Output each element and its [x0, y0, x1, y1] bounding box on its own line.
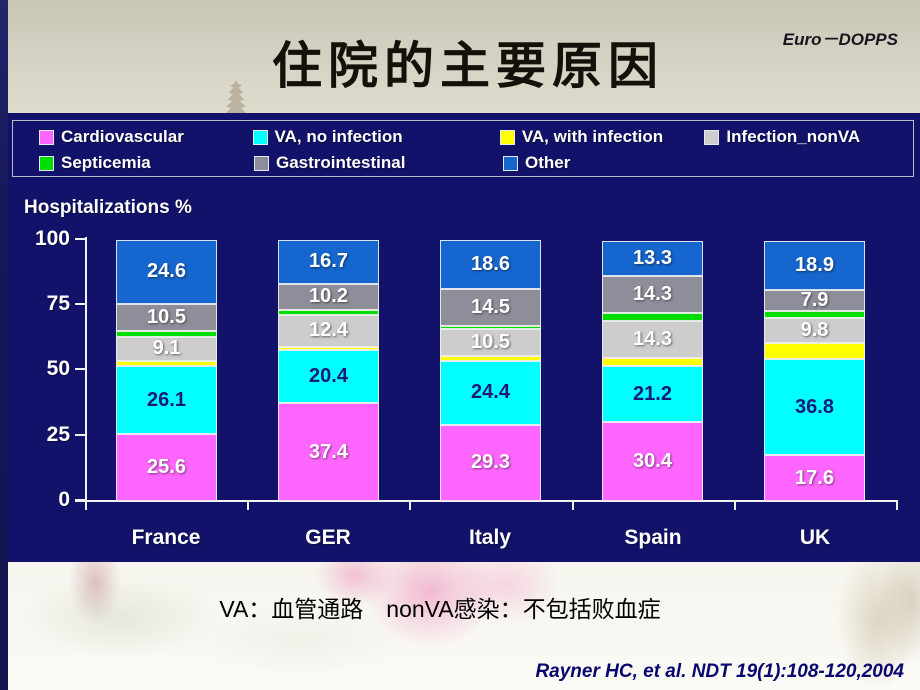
- bar-value-label: 14.5: [471, 296, 510, 318]
- bar-value-label: 7.9: [800, 289, 829, 312]
- x-axis-label: France: [131, 526, 201, 549]
- bar-value-label: 30.4: [633, 449, 672, 472]
- bar-segment: 14.3: [602, 320, 703, 358]
- bar-segment: 21.2: [602, 366, 703, 422]
- x-tick: [896, 502, 898, 510]
- x-tick: [572, 502, 574, 510]
- bar-segment: 24.6: [116, 239, 217, 304]
- bar-segment: 9.1: [116, 337, 217, 361]
- bar-segment: 10.5: [440, 329, 541, 357]
- bar-segment: 20.4: [278, 350, 379, 404]
- bar-segment: 10.5: [116, 303, 217, 332]
- y-axis-line: [85, 237, 87, 504]
- corner-tag: Euro－DOPPS: [782, 30, 898, 49]
- bar-segment: 24.4: [440, 360, 541, 425]
- bar-value-label: 13.3: [633, 246, 672, 269]
- bar-value-label: 29.3: [471, 451, 510, 474]
- bar-value-label: 14.3: [633, 282, 672, 305]
- bar-segment: [278, 310, 379, 315]
- bar-value-label: 14.3: [633, 327, 672, 350]
- bar-segment: 25.6: [116, 434, 217, 501]
- bar-segment: 18.6: [440, 240, 541, 289]
- bar-segment: 30.4: [602, 421, 703, 501]
- bar-value-label: 26.1: [147, 388, 186, 411]
- bar-segment: [116, 331, 217, 338]
- bar-france: 25.6 26.1 9.1 10.5 24.6: [116, 239, 217, 501]
- bar-segment: [602, 357, 703, 367]
- left-border-strip: [0, 0, 8, 690]
- bar-value-label: 24.6: [147, 260, 186, 283]
- bar-segment: 14.3: [602, 275, 703, 313]
- y-tick: [75, 368, 85, 370]
- bar-segment: 16.7: [278, 240, 379, 284]
- bar-value-label: 21.2: [633, 382, 672, 405]
- y-tick: [75, 434, 85, 436]
- chart-panel: Cardiovascular VA, no infection VA, with i…: [8, 113, 920, 562]
- y-tick: [75, 499, 85, 501]
- bar-value-label: 10.5: [471, 331, 510, 354]
- citation: Rayner HC, et al. NDT 19(1):108-120,2004: [535, 661, 904, 682]
- y-tick: [75, 303, 85, 305]
- bar-value-label: 24.4: [471, 381, 510, 404]
- y-axis-label: 75: [46, 292, 70, 315]
- y-axis-label: 0: [58, 488, 70, 511]
- bar-segment: 36.8: [764, 359, 865, 456]
- x-axis-label: UK: [799, 526, 831, 549]
- bar-segment: 37.4: [278, 403, 379, 501]
- bar-segment: 13.3: [602, 240, 703, 276]
- bar-segment: 9.8: [764, 317, 865, 344]
- bar-spain: 30.4 21.2 14.3 14.3 13.3: [602, 240, 703, 501]
- bar-value-label: 12.4: [309, 319, 348, 342]
- x-tick: [85, 502, 87, 510]
- bar-value-label: 18.9: [795, 254, 834, 277]
- x-axis-label: Italy: [468, 526, 512, 549]
- bar-segment: [278, 347, 379, 351]
- y-axis-label: 100: [34, 227, 70, 250]
- bar-segment: 26.1: [116, 366, 217, 435]
- bar-value-label: 17.6: [795, 466, 834, 489]
- bar-value-label: 36.8: [795, 395, 834, 418]
- bar-value-label: 9.1: [152, 337, 181, 360]
- bar-segment: 18.9: [764, 241, 865, 291]
- bar-segment: [602, 312, 703, 321]
- plot-area: 100 75 50 25 0 25.6 26.1 9.1 10.5 24.6 France 37.4 2…: [8, 113, 920, 562]
- bar-segment: 14.5: [440, 288, 541, 327]
- y-tick: [75, 238, 85, 240]
- bar-value-label: 20.4: [309, 365, 348, 388]
- x-tick: [409, 502, 411, 510]
- bar-value-label: 10.5: [147, 306, 186, 329]
- bar-value-label: 10.2: [309, 285, 348, 308]
- bar-italy: 29.3 24.4 10.5 14.5 18.6: [440, 240, 541, 501]
- bar-segment: 17.6: [764, 455, 865, 501]
- bar-value-label: 18.6: [471, 252, 510, 275]
- bar-segment: 10.2: [278, 283, 379, 311]
- bar-value-label: 9.8: [800, 319, 829, 342]
- bar-value-label: 25.6: [147, 456, 186, 479]
- bar-segment: [764, 343, 865, 359]
- bar-value-label: 16.7: [309, 250, 348, 273]
- x-tick: [734, 502, 736, 510]
- bar-segment: [116, 360, 217, 367]
- y-axis-label: 25: [46, 423, 70, 446]
- bar-segment: 29.3: [440, 424, 541, 501]
- x-axis-label: Spain: [624, 526, 682, 549]
- bar-value-label: 37.4: [309, 440, 348, 463]
- x-axis-label: GER: [305, 526, 351, 549]
- y-axis-label: 50: [46, 357, 70, 380]
- footnote: VA：血管通路 nonVA感染：不包括败血症: [219, 596, 661, 622]
- bar-segment: 7.9: [764, 289, 865, 312]
- bar-uk: 17.6 36.8 9.8 7.9 18.9: [764, 240, 865, 501]
- bar-ger: 37.4 20.4 12.4 10.2 16.7: [278, 240, 379, 501]
- bar-segment: 12.4: [278, 314, 379, 347]
- bar-segment: [440, 356, 541, 361]
- x-tick: [247, 502, 249, 510]
- bar-segment: [440, 326, 541, 329]
